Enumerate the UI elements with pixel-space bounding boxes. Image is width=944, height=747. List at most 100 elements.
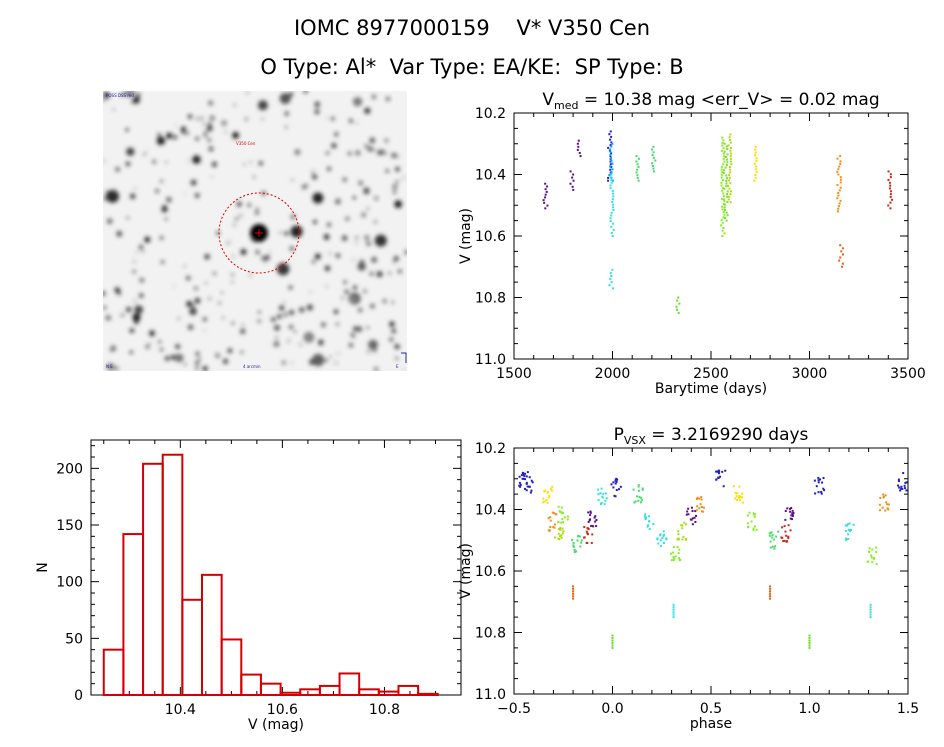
phased-curve-point [676, 538, 679, 541]
phased-curve-point [717, 477, 720, 480]
phased-curve-point [845, 539, 848, 542]
light-curve-point [610, 181, 613, 184]
light-curve-point [728, 195, 731, 198]
phased-curve-point [769, 592, 772, 595]
phased-curve-point [557, 528, 560, 531]
phased-curve-point [557, 537, 560, 540]
phased-curve-point [769, 590, 772, 593]
phased-curve-point [746, 522, 749, 525]
phased-curve-point [615, 480, 618, 483]
histogram-bar [142, 462, 164, 696]
phased-curve-xlabel: phase [690, 716, 732, 732]
phased-curve-point [821, 481, 824, 484]
phased-curve-point [771, 536, 774, 539]
phased-curve-point [672, 608, 675, 611]
phased-curve-point [528, 485, 531, 488]
phased-curve-point [741, 492, 744, 495]
light-curve-point [579, 155, 582, 158]
phased-curve-point [583, 525, 586, 528]
phased-curve-point [884, 509, 887, 512]
phased-curve-point [784, 509, 787, 512]
phased-curve-point [519, 485, 522, 488]
phased-curve-point [690, 506, 693, 509]
light-curve-point [890, 190, 893, 193]
phased-curve-point [748, 511, 751, 514]
light-curve-point [607, 146, 610, 149]
phased-curve-point [553, 526, 556, 529]
phased-curve-point [552, 525, 555, 528]
light-curve-point [728, 165, 731, 168]
phased-curve-point [548, 494, 551, 497]
phased-curve-point [869, 606, 872, 609]
histogram-ytick-label: 200 [56, 461, 83, 477]
light-curve-point [728, 187, 731, 190]
phased-curve-point [870, 554, 873, 557]
light-curve-point [610, 211, 613, 214]
phased-curve-point [686, 510, 689, 513]
phased-curve-point [656, 537, 659, 540]
phased-curve-point [614, 479, 617, 482]
light-curve-point [722, 139, 725, 142]
histogram-bar [201, 573, 223, 696]
phased-curve-point [792, 511, 795, 514]
histogram-bar [299, 688, 321, 696]
light-curve-point [837, 210, 840, 213]
phased-curve-point [900, 485, 903, 488]
phased-curve-point [672, 611, 675, 614]
phased-curve-point [680, 524, 683, 527]
phased-curve-point [577, 535, 580, 538]
phased-curve-point [734, 497, 737, 500]
light-curve-point [610, 145, 613, 148]
phased-curve-point [580, 541, 583, 544]
phased-curve-point [691, 509, 694, 512]
phased-curve-point [739, 495, 742, 498]
phased-curve-point [785, 534, 788, 537]
phased-curve-point [648, 515, 651, 518]
phased-curve-point [873, 556, 876, 559]
phased-curve-point [752, 527, 755, 530]
phased-curve-point [844, 529, 847, 532]
light-curve-point [726, 190, 729, 193]
phased-curve-point [673, 557, 676, 560]
light-curve-point [610, 178, 613, 181]
phased-curve-point [670, 552, 673, 555]
light-curve-point [612, 195, 615, 198]
phased-curve-point [808, 639, 811, 642]
phased-curve-point [638, 496, 641, 499]
phased-curve-point [700, 505, 703, 508]
light-curve-point [722, 169, 725, 172]
light-curve-point [610, 152, 613, 155]
light-curve-point [729, 149, 732, 152]
phased-curve-point [698, 507, 701, 510]
phased-curve-point [518, 484, 521, 487]
light-curve-point [578, 151, 581, 154]
light-curve-point [610, 225, 613, 228]
phased-curve-point [601, 495, 604, 498]
light-curve-point [612, 192, 615, 195]
light-curve-point [729, 193, 732, 196]
light-curve-point [610, 171, 613, 174]
light-curve-point [729, 141, 732, 144]
light-curve-ytick-label: 10.8 [475, 291, 506, 307]
phased-curve-point [605, 497, 608, 500]
phased-curve-point [647, 524, 650, 527]
phased-curve-point [590, 525, 593, 528]
phased-curve-point [769, 597, 772, 600]
light-curve-point [839, 199, 842, 202]
phased-curve-point [545, 499, 548, 502]
phased-curve-point [557, 521, 560, 524]
phased-curve-point [553, 523, 556, 526]
phased-curve-point [753, 513, 756, 516]
phased-curve-point [648, 520, 651, 523]
phased-curve-point [732, 485, 735, 488]
phased-curve-point [847, 528, 850, 531]
light-curve-point [727, 179, 730, 182]
phased-curve-point [790, 514, 793, 517]
phased-curve-point [715, 470, 718, 473]
light-curve-point [841, 262, 844, 265]
light-curve-point [721, 235, 724, 237]
phased-curve-point [808, 646, 811, 649]
light-curve-point [726, 161, 729, 164]
image-bottom-right-label: E [396, 364, 399, 369]
light-curve-point [542, 199, 545, 202]
